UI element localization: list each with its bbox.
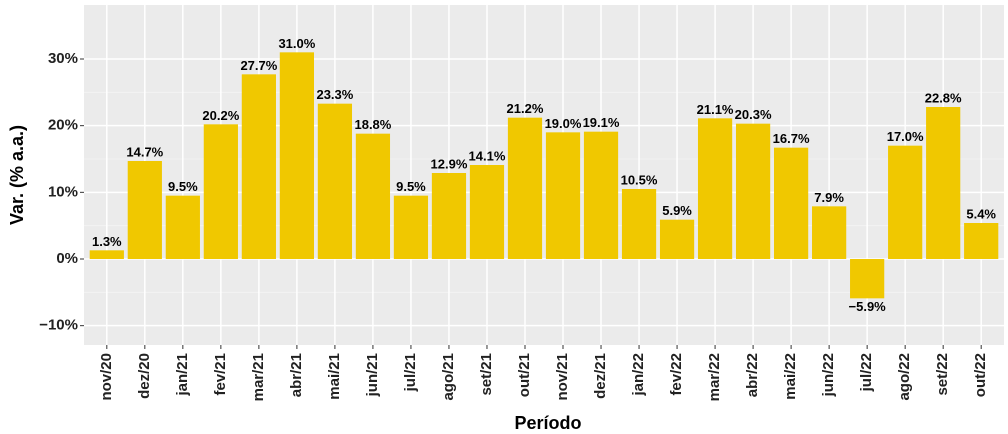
x-tick-label: set/21 (478, 353, 495, 396)
value-label: 9.5% (168, 179, 198, 194)
y-tick-label: 0% (56, 250, 78, 267)
x-tick-label: set/22 (934, 353, 951, 396)
x-tick-label: jan/21 (174, 353, 191, 397)
x-tick-label: fev/22 (668, 353, 685, 396)
bar (621, 189, 657, 259)
y-tick-label: −10% (39, 317, 78, 334)
value-label: 16.7% (773, 131, 810, 146)
value-label: −5.9% (849, 299, 887, 314)
x-tick-label: mar/22 (706, 353, 723, 401)
value-label: 20.2% (202, 108, 239, 123)
value-label: 23.3% (316, 87, 353, 102)
x-tick-label: out/22 (972, 353, 989, 397)
value-label: 31.0% (278, 36, 315, 51)
value-label: 9.5% (396, 179, 426, 194)
x-axis-title: Período (514, 413, 581, 433)
value-label: 21.1% (697, 102, 734, 117)
bar (431, 173, 467, 259)
bar (127, 161, 162, 259)
x-tick-label: jun/22 (820, 353, 837, 397)
x-tick-label: dez/21 (592, 353, 609, 399)
x-tick-label: mai/22 (782, 353, 799, 400)
bar (926, 107, 961, 259)
x-tick-label: mai/21 (326, 353, 343, 400)
bar (355, 133, 391, 259)
y-tick-label: 30% (48, 50, 78, 67)
x-tick-label: jan/22 (630, 353, 647, 397)
value-label: 7.9% (814, 190, 844, 205)
value-label: 1.3% (92, 234, 122, 249)
value-label: 17.0% (887, 129, 924, 144)
x-tick-label: abr/22 (744, 353, 761, 397)
value-label: 5.4% (966, 206, 996, 221)
bar (964, 223, 999, 259)
bar (317, 103, 353, 260)
bar (850, 259, 885, 299)
x-tick-label: out/21 (516, 353, 533, 397)
bar (888, 145, 923, 259)
bar (165, 195, 200, 259)
bar (89, 250, 124, 259)
value-label: 12.9% (431, 156, 468, 171)
bar (469, 165, 505, 259)
y-tick-label: 20% (48, 117, 78, 134)
bar (203, 124, 238, 259)
x-tick-label: mar/21 (250, 353, 267, 401)
x-tick-label: jul/21 (402, 353, 419, 392)
value-label: 14.7% (126, 144, 163, 159)
x-tick-label: nov/21 (554, 353, 571, 401)
bar (393, 195, 429, 259)
bar (735, 123, 771, 260)
value-label: 10.5% (621, 172, 658, 187)
x-tick-label: jun/21 (364, 353, 381, 397)
bar (545, 132, 581, 259)
value-label: 5.9% (662, 203, 692, 218)
value-label: 20.3% (735, 107, 772, 122)
value-label: 18.8% (354, 117, 391, 132)
y-axis-title: Var. (% a.a.) (7, 125, 27, 225)
value-label: 21.2% (507, 101, 544, 116)
value-label: 19.0% (545, 116, 582, 131)
x-tick-label: ago/21 (440, 353, 457, 401)
bar (279, 52, 314, 260)
x-tick-label: jul/22 (858, 353, 875, 392)
bar (241, 74, 276, 259)
x-tick-label: fev/21 (212, 353, 229, 396)
y-tick-label: 10% (48, 183, 78, 200)
value-label: 14.1% (469, 148, 506, 163)
bar (583, 131, 619, 259)
x-tick-label: ago/22 (896, 353, 913, 401)
value-label: 19.1% (583, 115, 620, 130)
x-tick-label: abr/21 (288, 353, 305, 397)
bar (659, 219, 695, 259)
bar (507, 117, 543, 260)
bar (697, 118, 733, 259)
bar (812, 206, 847, 259)
x-tick-label: nov/20 (98, 353, 115, 401)
value-label: 27.7% (240, 58, 277, 73)
bar (774, 147, 809, 259)
value-label: 22.8% (925, 90, 962, 105)
x-tick-label: dez/20 (136, 353, 153, 399)
